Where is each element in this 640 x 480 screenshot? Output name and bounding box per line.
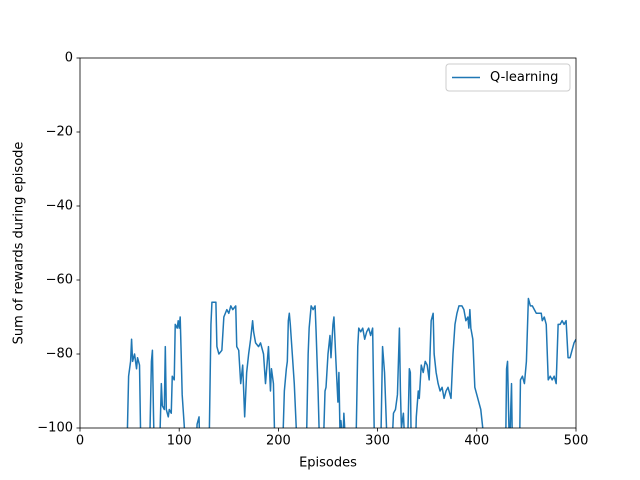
x-tick-label: 500: [564, 434, 589, 449]
series-line: [126, 297, 576, 428]
y-tick-label: −40: [46, 199, 73, 214]
plot-area: [80, 58, 576, 428]
x-axis-label: Episodes: [299, 456, 357, 471]
x-tick-label: 200: [266, 434, 291, 449]
axes-frame: [79, 57, 577, 429]
y-tick-label: 0: [65, 51, 73, 66]
legend-box: [445, 63, 571, 92]
x-tick-label: 400: [464, 434, 489, 449]
y-tick-label: −100: [37, 421, 73, 436]
x-tick-label: 100: [167, 434, 192, 449]
x-tick-label: 0: [76, 434, 84, 449]
x-tick-label: 300: [365, 434, 390, 449]
y-tick-label: −60: [46, 273, 73, 288]
plot: [126, 297, 576, 428]
y-tick-label: −20: [46, 125, 73, 140]
y-axis-label: Sum of rewards during episode: [12, 142, 27, 345]
legend-label: Q-learning: [490, 70, 558, 85]
y-tick-label: −80: [46, 347, 73, 362]
